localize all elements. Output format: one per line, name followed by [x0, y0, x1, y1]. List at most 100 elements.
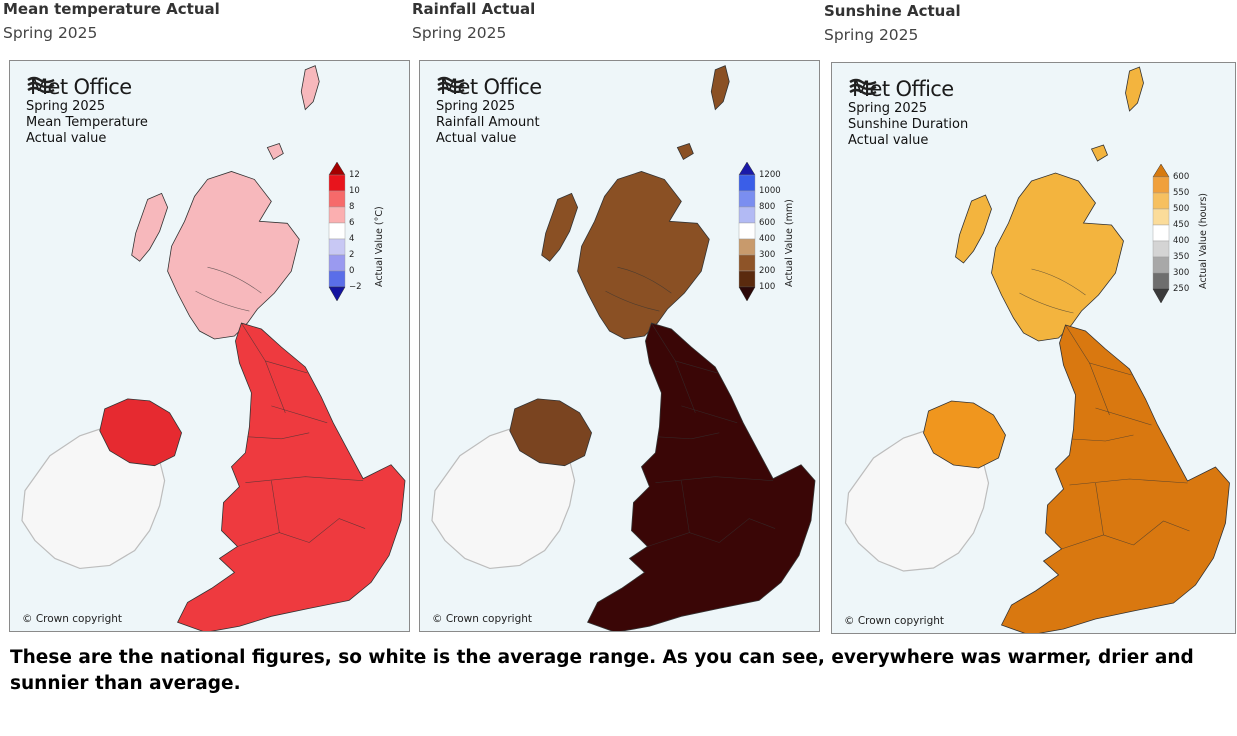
legend-swatch: [1152, 240, 1170, 258]
legend-swatch: [328, 206, 346, 224]
panel-subtitle: Spring 2025: [824, 26, 919, 44]
sunshine-map[interactable]: Met Office Spring 2025 Sunshine Duration…: [831, 62, 1236, 634]
panel-header-sunshine: Sunshine Actual Spring 2025: [824, 2, 961, 44]
panel-title: Rainfall Actual: [412, 0, 536, 18]
legend-tick-label: 6: [349, 218, 355, 228]
map-variable: Mean Temperature: [26, 115, 148, 130]
region-boundary: [675, 360, 718, 374]
legend-tick-label: 100: [759, 282, 776, 292]
hebrides-islands: [955, 194, 992, 264]
panel-subtitle: Spring 2025: [3, 24, 98, 42]
rainfall-map[interactable]: Met Office Spring 2025 Rainfall Amount A…: [419, 60, 820, 632]
shetland-islands: [300, 65, 320, 111]
legend-tick-label: 800: [759, 202, 776, 212]
met-office-logo-icon: [437, 76, 465, 93]
region-boundary: [1069, 478, 1188, 486]
hebrides-islands: [541, 192, 579, 262]
legend-tick-label: 350: [1173, 252, 1190, 262]
legend-tick-label: −2: [349, 282, 362, 292]
legend-top-arrow: [738, 161, 756, 176]
panel-title: Sunshine Actual: [824, 2, 961, 20]
region-boundary: [681, 405, 738, 424]
map-period: Spring 2025: [848, 101, 928, 116]
map-variable: Rainfall Amount: [436, 115, 540, 130]
legend-swatch: [328, 174, 346, 192]
legend-swatch: [1152, 192, 1170, 210]
england-wales-region: [587, 322, 816, 631]
legend-tick-label: 250: [1173, 284, 1190, 294]
region-boundary: [1133, 520, 1190, 546]
england-wales-region: [177, 322, 406, 631]
region-boundary: [1089, 362, 1132, 376]
legend-tick-label: 0: [349, 266, 355, 276]
northern-ireland-region: [923, 400, 1006, 469]
legend-colorbar: [1152, 163, 1170, 304]
legend-tick-label: 1200: [759, 170, 781, 180]
region-boundary: [1019, 292, 1074, 314]
northern-ireland-region: [99, 398, 183, 467]
region-boundary: [241, 322, 286, 413]
copyright-text: © Crown copyright: [432, 613, 533, 625]
legend-swatch: [738, 222, 756, 240]
region-boundary: [309, 518, 366, 543]
legend-colorbar: [738, 161, 756, 302]
orkney-islands: [676, 143, 694, 161]
map-description: Spring 2025 Rainfall Amount Actual value: [436, 99, 540, 147]
region-boundary: [247, 432, 310, 440]
legend-tick-label: 4: [349, 234, 355, 244]
legend-tick-label: 400: [1173, 236, 1190, 246]
copyright-text: © Crown copyright: [844, 615, 945, 627]
legend-tick-label: 12: [349, 170, 360, 180]
legend-swatch: [738, 238, 756, 256]
legend-swatch: [738, 270, 756, 288]
region-boundary: [719, 518, 776, 543]
temperature-map[interactable]: Met Office Spring 2025 Mean Temperature …: [9, 60, 410, 632]
region-boundary: [651, 322, 696, 413]
legend-tick-label: 400: [759, 234, 776, 244]
met-office-logo: Met Office: [26, 75, 132, 99]
panel-header-rainfall: Rainfall Actual Spring 2025: [412, 0, 535, 42]
region-boundary: [1031, 268, 1086, 296]
region-boundary: [207, 266, 262, 294]
uk-map-graphic: [844, 66, 1230, 633]
map-value-type: Actual value: [848, 133, 929, 148]
region-boundary: [271, 405, 328, 424]
hebrides-islands: [131, 192, 169, 262]
legend-axis-label: Actual Value (mm): [784, 199, 795, 287]
legend-swatch: [738, 254, 756, 272]
map-period: Spring 2025: [436, 99, 516, 114]
region-boundary: [265, 360, 308, 374]
region-boundary: [605, 290, 660, 312]
region-boundary: [195, 290, 250, 312]
map-variable: Sunshine Duration: [848, 117, 969, 132]
legend-swatch: [738, 174, 756, 192]
legend-swatch: [1152, 176, 1170, 194]
scotland-region: [991, 172, 1124, 342]
legend-bottom-arrow: [328, 286, 346, 302]
legend-colorbar: [328, 161, 346, 302]
region-boundary: [655, 476, 774, 483]
legend-swatch: [328, 222, 346, 240]
region-boundary: [1095, 407, 1152, 426]
uk-map-graphic: [431, 65, 816, 631]
panel-header-temperature: Mean temperature Actual Spring 2025: [3, 0, 220, 42]
map-description: Spring 2025 Sunshine Duration Actual val…: [848, 101, 968, 149]
legend-swatch: [328, 238, 346, 256]
england-wales-region: [1000, 324, 1230, 633]
map-period: Spring 2025: [26, 99, 106, 114]
region-boundary: [245, 476, 364, 483]
region-boundary: [1065, 324, 1110, 416]
legend-swatch: [1152, 256, 1170, 274]
region-boundary: [271, 480, 280, 533]
map-value-type: Actual value: [436, 131, 517, 146]
legend-tick-label: 2: [349, 250, 355, 260]
legend-tick-label: 8: [349, 202, 355, 212]
legend-tick-label: 10: [349, 186, 360, 196]
legend-swatch: [1152, 224, 1170, 242]
legend-tick-label: 200: [759, 266, 776, 276]
legend-axis-label: Actual Value (hours): [1198, 192, 1209, 289]
legend-tick-label: 300: [1173, 268, 1190, 278]
region-boundary: [657, 432, 720, 440]
legend-swatch: [328, 270, 346, 288]
legend-tick-label: 1000: [759, 186, 781, 196]
